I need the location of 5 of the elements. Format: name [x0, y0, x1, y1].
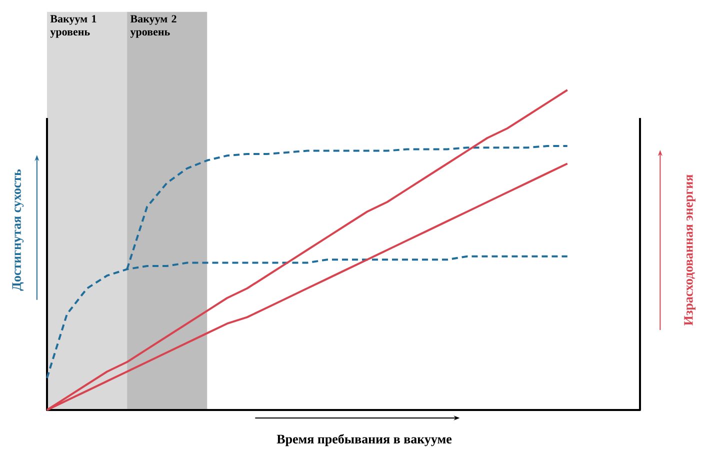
text: Вакуум 2 уровень — [130, 15, 176, 38]
y-axis-title: Достигнутая сухость — [12, 169, 24, 291]
x-axis-title: Время пребывания в вакууме — [276, 434, 452, 446]
text: Израсходованная энергия — [684, 174, 696, 326]
text: Вакуум 1 уровень — [50, 15, 96, 38]
